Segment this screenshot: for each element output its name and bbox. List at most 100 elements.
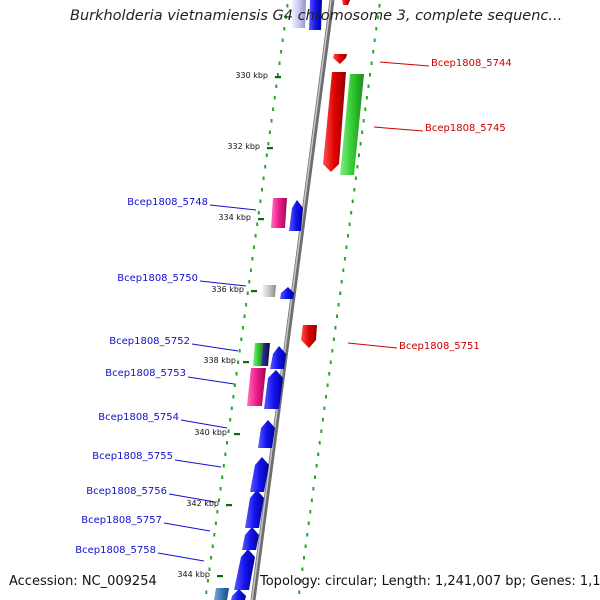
coordinate-dot (265, 153, 268, 157)
coordinate-dot (248, 280, 251, 284)
gene-bcep1808-5757[interactable] (242, 527, 259, 550)
coordinate-dot (216, 510, 219, 514)
coordinate-dot (309, 510, 312, 514)
gene-label-bcep1808-5757[interactable]: Bcep1808_5757 (81, 515, 162, 526)
coordinate-dot (227, 429, 230, 433)
gene-bcep1808-5745-green[interactable] (340, 74, 364, 175)
coordinate-dot (241, 326, 244, 330)
gene-bcep1808-5756[interactable] (245, 490, 264, 528)
gene-bcep1808-5752-navy[interactable] (261, 343, 270, 366)
coordinate-dot (251, 257, 254, 261)
coordinate-dot (275, 84, 278, 88)
gene-top-partial-red[interactable] (342, 0, 350, 5)
gene-label-bcep1808-5745[interactable]: Bcep1808_5745 (425, 123, 506, 134)
coordinate-dot (337, 303, 340, 307)
gene-label-bcep1808-5753[interactable]: Bcep1808_5753 (105, 368, 186, 379)
gene-label-bcep1808-5756[interactable]: Bcep1808_5756 (86, 486, 167, 497)
gene-bcep1808-5750-arrow[interactable] (280, 287, 294, 299)
coordinate-dot (286, 4, 289, 8)
coordinate-dot (367, 84, 370, 88)
coordinate-dot (299, 579, 302, 583)
kbp-tick-label: 338 kbp (203, 356, 236, 365)
gene-label-bcep1808-5744[interactable]: Bcep1808_5744 (431, 58, 512, 69)
coordinate-dot (240, 337, 243, 341)
gene-bcep1808-5758[interactable] (234, 549, 255, 590)
kbp-tick-label: 332 kbp (227, 142, 260, 151)
map-title: Burkholderia vietnamiensis G4 chromosome… (70, 8, 563, 24)
gene-leader-line (163, 522, 211, 532)
gene-leader-line (373, 126, 424, 132)
gene-top-partial-lavender[interactable] (292, 0, 306, 28)
gene-bcep1808-5752-green[interactable] (253, 343, 263, 366)
gene-label-bcep1808-5751[interactable]: Bcep1808_5751 (399, 341, 480, 352)
gene-label-bcep1808-5748[interactable]: Bcep1808_5748 (127, 197, 208, 208)
gene-label-bcep1808-5750[interactable]: Bcep1808_5750 (117, 273, 198, 284)
coordinate-dot (218, 498, 220, 502)
gene-bcep1808-5752-arrow[interactable] (270, 346, 286, 369)
gene-leader-line (209, 204, 257, 211)
coordinate-dot (211, 544, 214, 548)
gene-bcep1808-5750-grey[interactable] (262, 285, 276, 297)
gene-leader-line (157, 552, 205, 562)
gene-bcep1808-5748-arrow[interactable] (289, 200, 303, 231)
coordinate-dot (283, 27, 286, 31)
label-leader-lines (157, 61, 430, 562)
gene-bcep1808-5751[interactable] (301, 325, 317, 348)
coordinate-dot (342, 268, 345, 272)
coordinate-dot (210, 556, 213, 560)
coordinate-dot (307, 521, 310, 525)
coordinate-dot (347, 234, 349, 238)
gene-label-bcep1808-5755[interactable]: Bcep1808_5755 (92, 451, 173, 462)
coordinate-dot (206, 579, 209, 583)
gene-bcep1808-5748-pink[interactable] (271, 198, 287, 228)
kbp-tick-label: 342 kbp (186, 499, 219, 508)
coordinate-dot (306, 533, 309, 537)
coordinate-dot (354, 176, 357, 180)
gene-bcep1808-5753-arrow[interactable] (264, 370, 283, 409)
gene-label-bcep1808-5752[interactable]: Bcep1808_5752 (109, 336, 190, 347)
coordinate-dot (246, 291, 249, 295)
coordinate-dot (315, 464, 318, 468)
kbp-tick-label: 336 kbp (211, 285, 244, 294)
coordinate-dot (230, 406, 233, 410)
coordinate-dot (320, 429, 323, 433)
gene-bcep1808-5754[interactable] (258, 420, 275, 448)
coordinate-dot (213, 533, 216, 537)
coordinate-dot (278, 61, 281, 65)
kbp-tick-label: 340 kbp (194, 428, 227, 437)
coordinate-dot (365, 96, 368, 100)
gene-label-bcep1808-5754[interactable]: Bcep1808_5754 (98, 412, 179, 423)
gene-bcep1808-5744[interactable] (333, 54, 347, 64)
coordinate-dot (214, 521, 217, 525)
gene-bottom-partial-blue[interactable] (231, 589, 246, 600)
coordinate-dot (369, 73, 371, 77)
accession-label: Accession: NC_009254 (9, 574, 157, 589)
coordinate-dot (243, 314, 246, 318)
coordinate-dot (314, 475, 316, 479)
gene-bcep1808-5745-red[interactable] (323, 72, 346, 172)
gene-bottom-partial-steel[interactable] (214, 588, 229, 600)
kbp-tick-mark (226, 504, 232, 507)
gene-label-bcep1808-5758[interactable]: Bcep1808_5758 (75, 545, 156, 556)
coordinate-dot (249, 268, 252, 272)
gene-bcep1808-5753-pink[interactable] (247, 368, 266, 406)
coordinate-dot (310, 498, 313, 502)
gene-leader-line (168, 493, 216, 503)
gene-features (214, 0, 364, 600)
coordinate-dot (358, 153, 360, 157)
coordinate-dot (378, 4, 381, 8)
coordinate-dot (304, 544, 307, 548)
coordinate-dot (268, 130, 271, 134)
coordinate-dot (339, 291, 342, 295)
gene-bcep1808-5755[interactable] (250, 457, 269, 492)
coordinate-dot (312, 487, 315, 491)
coordinate-dot (226, 441, 228, 445)
coordinate-dot (356, 165, 359, 169)
coordinate-dot (284, 15, 287, 19)
coordinate-dot (298, 590, 301, 594)
gene-top-partial-blue[interactable] (309, 0, 322, 30)
coordinate-dot (267, 142, 270, 146)
coordinate-dot (325, 395, 327, 399)
coordinate-dot (237, 360, 240, 364)
kbp-tick-mark (251, 290, 257, 293)
